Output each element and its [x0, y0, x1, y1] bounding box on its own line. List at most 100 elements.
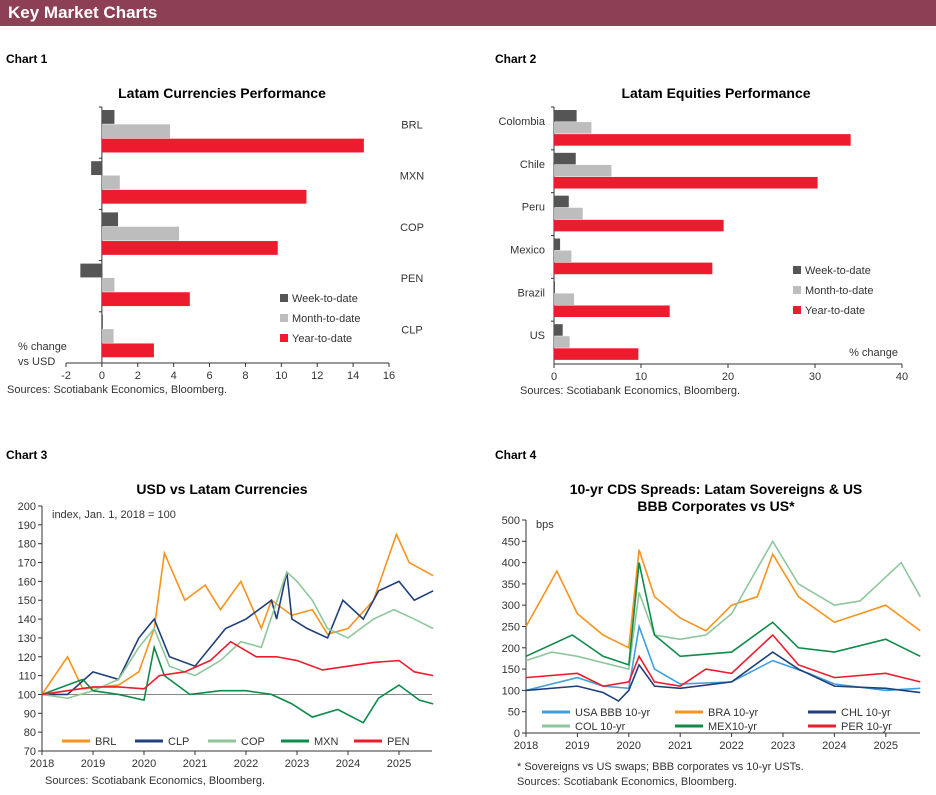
- chart3-legend-label: BRL: [95, 736, 116, 748]
- chart4-label: Chart 4: [495, 448, 537, 462]
- chart2-bar-month-to-date: [554, 336, 570, 348]
- chart4-legend-label: BRA 10-yr: [708, 707, 758, 719]
- chart1-bar-week-to-date: [101, 314, 103, 329]
- chart1-bar-year-to-date: [101, 241, 278, 255]
- chart4-y-tick-label: 150: [502, 664, 520, 676]
- chart4-series-per-10-yr: [525, 633, 921, 687]
- chart1-x-tick-label: 10: [275, 370, 287, 382]
- chart2-legend-label: Month-to-date: [805, 285, 873, 297]
- chart1-bar-year-to-date: [101, 292, 190, 307]
- chart2-bar-year-to-date: [554, 219, 724, 232]
- chart1-legend-swatch: [280, 314, 288, 322]
- chart4-y-tick-label: 50: [508, 707, 520, 719]
- chart1-bar-year-to-date: [101, 189, 307, 204]
- chart2-legend-swatch: [793, 286, 801, 294]
- chart2-category-label: Peru: [522, 202, 545, 214]
- chart3-series-clp: [42, 571, 434, 696]
- section-header: Key Market Charts: [0, 0, 936, 26]
- chart3-y-tick-label: 190: [18, 520, 36, 532]
- chart3-source: Sources: Scotiabank Economics, Bloomberg…: [45, 775, 265, 787]
- chart2-bar-year-to-date: [554, 305, 670, 318]
- chart2-unit-label: % change: [849, 347, 898, 359]
- chart2-bar-year-to-date: [554, 134, 851, 146]
- chart4-legend-label: MEX10-yr: [708, 721, 757, 733]
- chart4-y-tick-label: 200: [502, 643, 520, 655]
- chart1-x-tick-label: 6: [206, 370, 212, 382]
- chart4-series-mex10-yr: [525, 562, 921, 666]
- chart4-legend-label: CHL 10-yr: [841, 707, 891, 719]
- chart1-x-tick-label: 14: [347, 370, 359, 382]
- chart2-x-tick-label: 40: [896, 371, 908, 383]
- chart1-x-tick-label: 0: [99, 370, 105, 382]
- chart2-bar-week-to-date: [554, 238, 561, 251]
- chart2-bar-month-to-date: [554, 122, 592, 134]
- chart2-bar-month-to-date: [554, 207, 583, 220]
- chart3-y-tick-label: 110: [18, 671, 36, 683]
- chart4-series-bra-10-yr: [525, 549, 921, 650]
- chart3-legend-label: CLP: [168, 736, 189, 748]
- chart4-source: Sources: Scotiabank Economics, Bloomberg…: [517, 776, 737, 788]
- chart1-legend-label: Month-to-date: [292, 313, 360, 325]
- chart4-x-tick-label: 2020: [617, 740, 641, 752]
- chart2-category-label: Mexico: [510, 244, 545, 256]
- chart1-legend-label: Year-to-date: [292, 333, 352, 345]
- chart1-category-label: COP: [400, 222, 424, 234]
- chart4-y-tick-label: 500: [502, 515, 520, 527]
- chart4-y-tick-label: 350: [502, 579, 520, 591]
- chart1-bar-month-to-date: [101, 329, 114, 343]
- chart4-title: 10-yr CDS Spreads: Latam Sovereigns & US: [570, 481, 863, 497]
- chart1-bar-week-to-date: [91, 161, 102, 176]
- chart3-series-pen: [41, 640, 434, 696]
- chart1-bar-year-to-date: [101, 138, 364, 153]
- chart3-x-tick-label: 2022: [234, 758, 258, 770]
- chart1-x-tick-label: 8: [242, 370, 248, 382]
- chart2-bar-week-to-date: [554, 324, 563, 336]
- chart2-category-label: US: [530, 330, 545, 342]
- chart3-annotation: index, Jan. 1, 2018 = 100: [52, 509, 176, 521]
- chart2-legend-swatch: [793, 266, 801, 274]
- chart3-series-cop: [41, 570, 434, 700]
- chart1-category-label: MXN: [400, 171, 425, 183]
- chart1-legend-label: Week-to-date: [292, 293, 358, 305]
- chart4-y-tick-label: 450: [502, 536, 520, 548]
- chart1-bar-week-to-date: [80, 263, 102, 278]
- chart1-bar-week-to-date: [101, 212, 119, 227]
- chart4-x-tick-label: 2018: [514, 740, 538, 752]
- chart4-x-tick-label: 2022: [719, 740, 743, 752]
- chart4-footnote: * Sovereigns vs US swaps; BBB corporates…: [517, 761, 804, 773]
- chart3-x-tick-label: 2024: [336, 758, 360, 770]
- chart2-x-tick-label: 30: [809, 371, 821, 383]
- chart2-bar-week-to-date: [554, 281, 555, 293]
- chart3-x-tick-label: 2020: [132, 758, 156, 770]
- chart2-bar-month-to-date: [554, 250, 572, 263]
- chart2-label: Chart 2: [495, 52, 537, 66]
- chart4-title-line2: BBB Corporates vs US*: [637, 498, 795, 514]
- chart1-bar-month-to-date: [101, 175, 120, 190]
- chart3-x-tick-label: 2019: [81, 758, 105, 770]
- chart3-y-tick-label: 150: [18, 595, 36, 607]
- chart4-series-chl-10-yr: [525, 651, 921, 703]
- chart3-label: Chart 3: [6, 448, 48, 462]
- chart4-legend-label: USA BBB 10-yr: [575, 707, 651, 719]
- chart4-series-col-10-yr: [525, 539, 921, 671]
- chart3-x-tick-label: 2018: [30, 758, 54, 770]
- chart1-bar-month-to-date: [101, 277, 115, 292]
- chart2-x-tick-label: 0: [551, 371, 557, 383]
- chart1-x-tick-label: -2: [61, 370, 71, 382]
- chart4-y-tick-label: 400: [502, 558, 520, 570]
- chart2-bar-year-to-date: [554, 262, 713, 275]
- chart3-title: USD vs Latam Currencies: [136, 481, 307, 497]
- chart2-x-tick-label: 20: [722, 371, 734, 383]
- chart3-series-mxn: [41, 644, 434, 724]
- chart1-title: Latam Currencies Performance: [118, 85, 326, 101]
- chart3-series-brl: [41, 532, 434, 695]
- chart4-y-tick-label: 300: [502, 600, 520, 612]
- chart4-y-tick-label: 100: [502, 685, 520, 697]
- chart1-legend-swatch: [280, 294, 288, 302]
- chart3-y-tick-label: 200: [18, 501, 36, 513]
- chart2-bar-week-to-date: [554, 195, 569, 208]
- chart2-category-label: Colombia: [499, 116, 546, 128]
- chart4-annotation: bps: [536, 519, 554, 531]
- chart1-unit-label: vs USD: [18, 356, 55, 368]
